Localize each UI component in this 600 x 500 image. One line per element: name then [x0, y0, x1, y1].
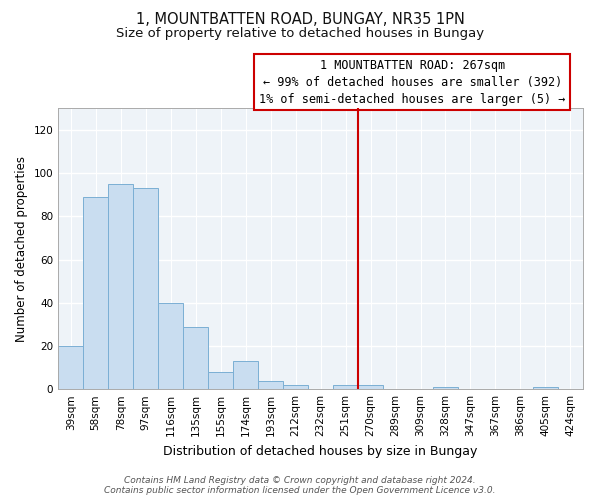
Bar	[183, 326, 208, 389]
Bar	[208, 372, 233, 389]
Text: 1, MOUNTBATTEN ROAD, BUNGAY, NR35 1PN: 1, MOUNTBATTEN ROAD, BUNGAY, NR35 1PN	[136, 12, 464, 28]
Bar	[258, 380, 283, 389]
Text: 1 MOUNTBATTEN ROAD: 267sqm
← 99% of detached houses are smaller (392)
1% of semi: 1 MOUNTBATTEN ROAD: 267sqm ← 99% of deta…	[259, 58, 566, 106]
Bar	[158, 303, 183, 389]
Bar	[108, 184, 133, 389]
Bar	[358, 385, 383, 389]
Bar	[133, 188, 158, 389]
Bar	[433, 387, 458, 389]
Bar	[333, 385, 358, 389]
Bar	[283, 385, 308, 389]
Bar	[58, 346, 83, 389]
Y-axis label: Number of detached properties: Number of detached properties	[15, 156, 28, 342]
X-axis label: Distribution of detached houses by size in Bungay: Distribution of detached houses by size …	[163, 444, 478, 458]
Text: Contains HM Land Registry data © Crown copyright and database right 2024.
Contai: Contains HM Land Registry data © Crown c…	[104, 476, 496, 495]
Bar	[233, 361, 258, 389]
Text: Size of property relative to detached houses in Bungay: Size of property relative to detached ho…	[116, 28, 484, 40]
Bar	[533, 387, 558, 389]
Bar	[83, 197, 108, 389]
